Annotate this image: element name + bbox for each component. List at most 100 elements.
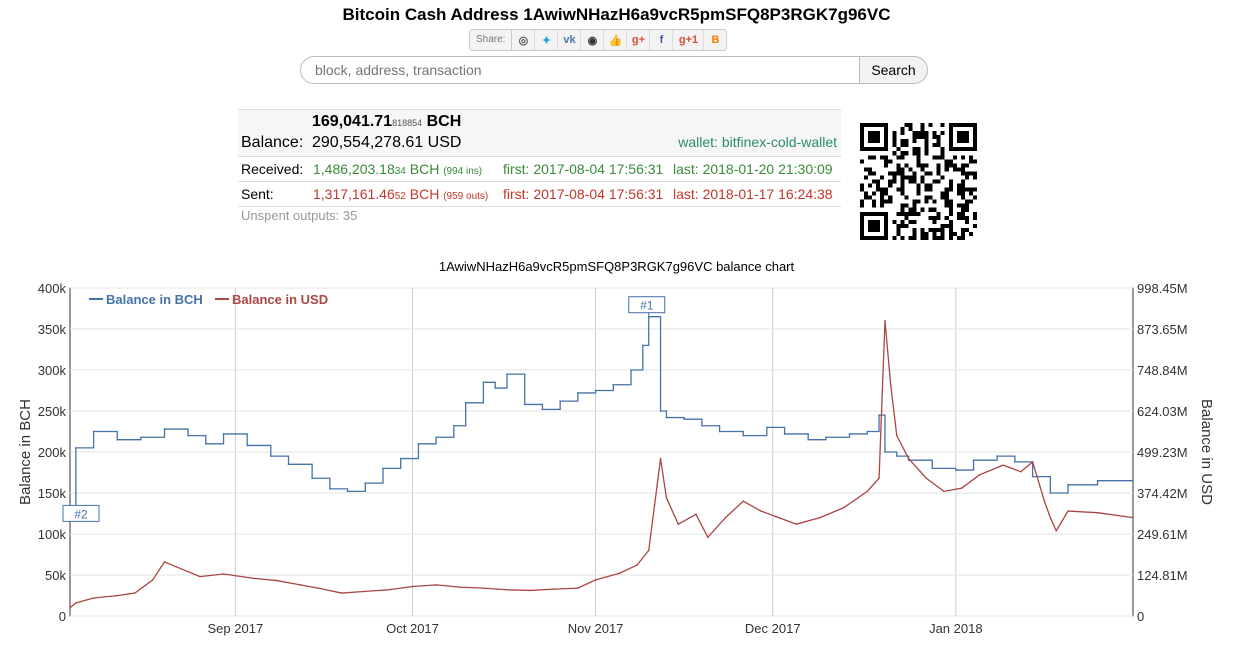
qr-module bbox=[908, 179, 913, 184]
qr-module bbox=[944, 163, 949, 168]
like-icon[interactable]: 👍 bbox=[604, 30, 628, 50]
data-point-bch bbox=[329, 488, 331, 490]
data-point-bch bbox=[1049, 492, 1052, 494]
qr-module bbox=[880, 191, 885, 196]
qr-module bbox=[972, 135, 977, 140]
qr-module bbox=[924, 163, 929, 168]
qr-module bbox=[900, 171, 905, 176]
data-point-bch bbox=[642, 344, 644, 347]
qr-module bbox=[936, 163, 941, 168]
qr-module bbox=[932, 207, 937, 212]
qr-module bbox=[968, 147, 973, 152]
qr-module bbox=[916, 131, 921, 136]
qr-module bbox=[940, 123, 945, 128]
data-point-bch bbox=[75, 447, 77, 449]
qr-module bbox=[900, 219, 905, 224]
qr-module bbox=[864, 195, 869, 200]
qr-module bbox=[900, 183, 905, 188]
search-input[interactable] bbox=[300, 56, 861, 84]
qr-module bbox=[920, 123, 925, 128]
qr-module bbox=[920, 127, 925, 132]
google-icon[interactable]: g+ bbox=[627, 30, 651, 50]
qr-module bbox=[960, 231, 965, 236]
qr-module bbox=[908, 211, 913, 216]
annotation-label-2: #2 bbox=[74, 507, 88, 521]
qr-module bbox=[920, 131, 925, 136]
twitter-icon[interactable]: ✦ bbox=[535, 30, 559, 50]
qr-module bbox=[884, 219, 889, 224]
qr-module bbox=[900, 203, 905, 208]
qr-module bbox=[896, 171, 901, 176]
qr-module bbox=[964, 199, 969, 204]
data-point-usd bbox=[665, 497, 668, 499]
data-point-usd bbox=[1019, 470, 1022, 473]
qr-module bbox=[896, 211, 901, 216]
google-plus-one-icon[interactable]: g+1 bbox=[673, 30, 705, 50]
qr-module bbox=[896, 187, 901, 192]
qr-module bbox=[884, 211, 889, 216]
qr-module bbox=[916, 163, 921, 168]
qr-module bbox=[916, 151, 921, 156]
data-point-usd bbox=[92, 597, 95, 599]
qr-module bbox=[948, 135, 953, 140]
qr-module bbox=[920, 135, 925, 140]
qr-module bbox=[868, 135, 873, 140]
weibo-icon[interactable]: ◉ bbox=[581, 30, 605, 50]
qr-module bbox=[944, 203, 949, 208]
qr-module bbox=[948, 183, 953, 188]
data-point-usd bbox=[878, 477, 880, 480]
qr-module bbox=[884, 199, 889, 204]
qr-module bbox=[940, 175, 945, 180]
qr-module bbox=[912, 203, 917, 208]
received-first-text: first: 2017-08-04 17:56:31 bbox=[503, 161, 664, 177]
qr-module bbox=[884, 139, 889, 144]
qr-module bbox=[900, 167, 905, 172]
qr-module bbox=[868, 171, 873, 176]
qr-module bbox=[868, 167, 873, 172]
qr-module bbox=[868, 223, 873, 228]
data-point-usd bbox=[895, 434, 898, 437]
qr-module bbox=[968, 191, 973, 196]
reddit-icon[interactable]: ◎ bbox=[512, 30, 536, 50]
qr-module bbox=[904, 211, 909, 216]
qr-module bbox=[960, 167, 965, 172]
qr-module bbox=[896, 223, 901, 228]
qr-module bbox=[948, 219, 953, 224]
data-point-usd bbox=[795, 523, 798, 525]
qr-module bbox=[880, 235, 885, 240]
balance-chart[interactable]: Sep 2017 Oct 2017 Nov 2017 Dec 2017 Jan 2018… bbox=[0, 280, 1233, 661]
wallet-link[interactable]: wallet: bitfinex-cold-wallet bbox=[678, 134, 837, 150]
blogger-icon[interactable]: B bbox=[711, 34, 720, 46]
qr-module bbox=[932, 199, 937, 204]
qr-module bbox=[860, 183, 865, 188]
qr-module bbox=[960, 215, 965, 220]
qr-module bbox=[888, 199, 893, 204]
qr-module bbox=[884, 123, 889, 128]
qr-module bbox=[916, 147, 921, 152]
data-point-usd bbox=[506, 588, 508, 591]
qr-module bbox=[940, 195, 945, 200]
vk-icon[interactable]: vk bbox=[558, 30, 582, 50]
search-button[interactable]: Search bbox=[859, 56, 928, 84]
facebook-icon[interactable]: f bbox=[650, 30, 674, 50]
received-amount-small: 34 bbox=[394, 166, 406, 177]
qr-module bbox=[868, 123, 873, 128]
data-point-bch bbox=[364, 482, 367, 484]
unspent-outputs: Unspent outputs: 35 bbox=[241, 208, 358, 223]
qr-module bbox=[936, 155, 941, 160]
data-point-usd bbox=[1031, 461, 1034, 463]
qr-module bbox=[908, 127, 913, 132]
qr-module bbox=[864, 191, 869, 196]
qr-module bbox=[860, 235, 865, 240]
qr-module bbox=[940, 235, 945, 240]
chart-title: 1AwiwNHazH6a9vcR5pmSFQ8P3RGK7g96VC balan… bbox=[438, 259, 795, 274]
qr-module bbox=[928, 123, 933, 128]
qr-module bbox=[908, 219, 913, 224]
data-point-usd bbox=[388, 588, 390, 591]
qr-module bbox=[928, 215, 933, 220]
qr-module bbox=[964, 187, 969, 192]
qr-module bbox=[900, 207, 905, 212]
received-first: first: 2017-08-04 17:56:31 bbox=[503, 161, 663, 177]
data-point-usd bbox=[134, 592, 136, 594]
qr-module bbox=[952, 231, 957, 236]
